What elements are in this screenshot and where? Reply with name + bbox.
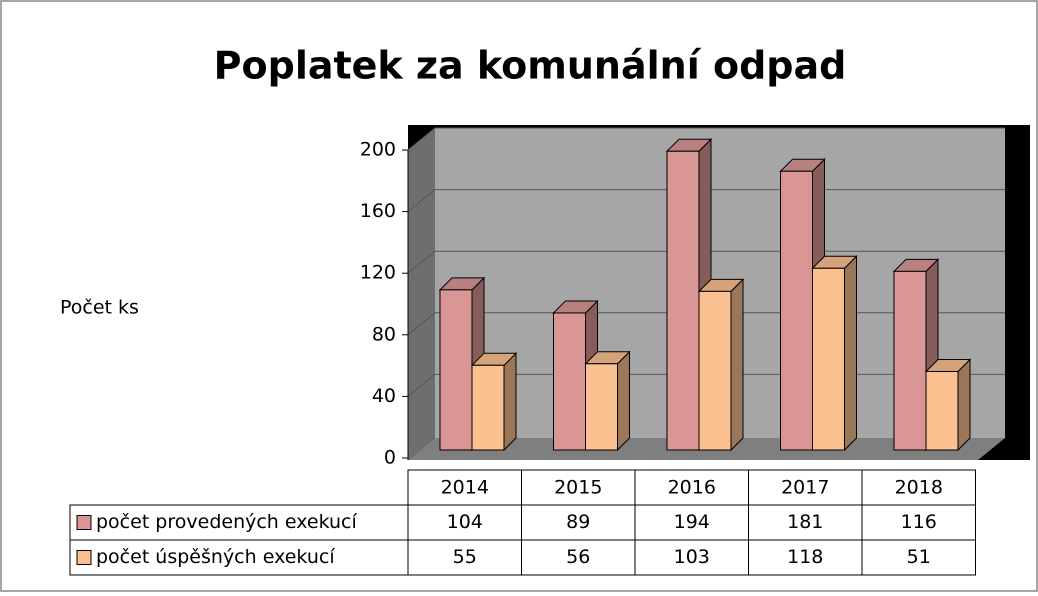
grid-line bbox=[407, 312, 436, 336]
grid-line bbox=[407, 250, 436, 274]
bar bbox=[666, 150, 700, 451]
bar-side bbox=[730, 278, 744, 452]
table-value: 56 bbox=[566, 546, 590, 568]
side-wall bbox=[408, 128, 435, 460]
bar bbox=[439, 289, 473, 451]
bar bbox=[698, 290, 732, 451]
table-value: 104 bbox=[447, 511, 483, 533]
x-tick-label: 2017 bbox=[781, 477, 829, 499]
table-value: 116 bbox=[901, 511, 937, 533]
bar-side bbox=[617, 350, 630, 452]
table-value: 181 bbox=[787, 511, 823, 533]
grid-line bbox=[407, 374, 436, 397]
bar bbox=[925, 370, 959, 451]
grid-line bbox=[407, 127, 436, 151]
bar-side bbox=[957, 358, 971, 452]
legend-label: počet provedených exekucí bbox=[96, 511, 357, 533]
table-value: 89 bbox=[566, 511, 590, 533]
bar-side bbox=[503, 352, 517, 452]
table-value: 118 bbox=[787, 546, 823, 568]
bar bbox=[780, 170, 813, 451]
y-tick-label: 160 bbox=[360, 200, 396, 222]
table-value: 55 bbox=[453, 546, 477, 568]
bar bbox=[893, 270, 927, 451]
bar bbox=[471, 364, 505, 451]
table-value: 194 bbox=[674, 511, 710, 533]
y-tick-label: 40 bbox=[372, 385, 396, 407]
y-tick-label: 80 bbox=[372, 323, 396, 345]
x-tick-label: 2015 bbox=[554, 477, 602, 499]
y-axis-label: Počet ks bbox=[60, 297, 139, 319]
x-tick-label: 2014 bbox=[441, 477, 489, 499]
bar bbox=[553, 312, 586, 451]
chart-title: Poplatek za komunální odpad bbox=[214, 44, 847, 88]
y-tick-label: 120 bbox=[360, 262, 396, 284]
bar bbox=[585, 363, 618, 451]
bar-side bbox=[844, 255, 857, 452]
y-tick-label: 0 bbox=[384, 447, 396, 469]
legend-label: počet úspěšných exekucí bbox=[96, 546, 335, 568]
x-tick-label: 2016 bbox=[668, 477, 716, 499]
x-tick-label: 2018 bbox=[895, 477, 943, 499]
legend-swatch bbox=[76, 550, 92, 565]
y-tick-label: 200 bbox=[360, 139, 396, 161]
table-value: 51 bbox=[907, 546, 931, 568]
legend-swatch bbox=[76, 515, 92, 530]
table-value: 103 bbox=[674, 546, 710, 568]
grid-line bbox=[407, 189, 436, 212]
bar bbox=[812, 267, 845, 451]
